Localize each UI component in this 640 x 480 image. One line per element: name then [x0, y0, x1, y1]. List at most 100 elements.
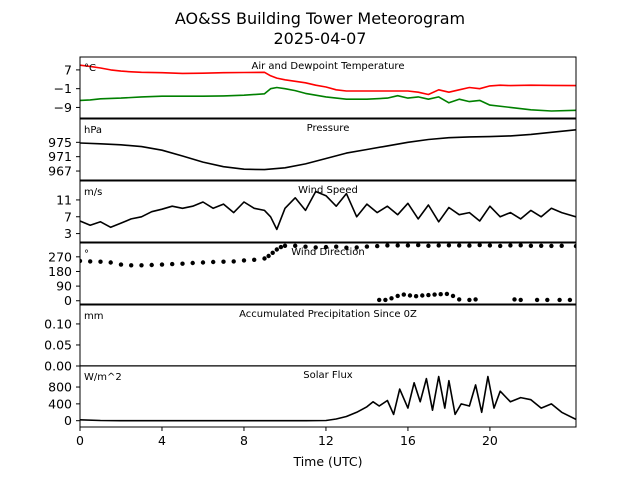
data-point-3-1-16: [512, 297, 517, 302]
panel-2: 11 7 3 m/s Wind Speed: [56, 180, 577, 243]
data-point-3-0-49: [549, 243, 554, 249]
data-point-3-0-28: [334, 244, 339, 249]
data-point-3-0-10: [180, 261, 185, 266]
data-point-3-0-23: [282, 243, 288, 248]
data-point-3-0-2: [98, 259, 103, 264]
panel-unit-3: °: [84, 249, 89, 260]
data-point-3-0-36: [416, 243, 421, 248]
y-tick-label-1-2: 967: [48, 164, 72, 179]
data-point-3-0-11: [190, 260, 195, 266]
panel-unit-4: mm: [84, 311, 103, 322]
data-point-3-0-1: [88, 259, 93, 264]
y-tick-label-2-1: 7: [64, 209, 72, 224]
data-point-3-0-27: [323, 244, 329, 250]
panel-frame-5: [79, 365, 577, 428]
data-point-3-1-15: [473, 297, 478, 302]
data-point-3-1-1: [383, 297, 388, 303]
data-point-3-1-8: [426, 292, 431, 298]
y-tick-label-5-1: 400: [48, 396, 72, 411]
data-point-3-0-48: [539, 243, 544, 248]
data-point-3-0-13: [211, 259, 216, 265]
y-tick-label-5-2: 0: [64, 413, 72, 428]
data-point-3-1-14: [467, 297, 472, 303]
panels-group: 7 −1 −9 °C Air and Dewpoint Temperature 97597…: [44, 56, 577, 428]
y-tick-label-3-3: 0: [64, 293, 72, 308]
data-point-3-1-7: [420, 293, 425, 298]
data-point-3-0-18: [262, 256, 267, 261]
data-point-3-0-30: [354, 245, 359, 250]
data-point-3-0-15: [231, 259, 236, 264]
x-axis: 0 4 8 12 16 20: [76, 427, 498, 448]
data-point-3-0-33: [385, 243, 390, 248]
data-point-3-0-50: [559, 243, 564, 248]
panel-title-4: Accumulated Precipitation Since 0Z: [239, 309, 417, 320]
data-point-3-1-19: [545, 297, 550, 303]
data-point-3-0-45: [508, 243, 513, 248]
y-tick-label-4-2: 0.00: [44, 359, 72, 374]
y-tick-label-0-2: −9: [54, 100, 72, 115]
data-point-3-1-5: [407, 293, 413, 298]
data-point-3-0-20: [270, 250, 275, 255]
panel-frame-0: [79, 56, 577, 119]
x-tick-label-5: 20: [482, 433, 498, 448]
data-point-3-1-9: [432, 292, 437, 297]
x-axis-label: Time (UTC): [292, 454, 362, 469]
data-point-3-0-43: [487, 243, 493, 248]
data-point-3-1-2: [389, 296, 394, 301]
series-line-2-0: [80, 190, 576, 231]
panel-unit-5: W/m^2: [84, 372, 122, 383]
data-point-3-0-24: [293, 243, 298, 248]
data-point-3-0-3: [108, 260, 113, 265]
data-point-3-0-37: [426, 243, 431, 248]
data-point-3-1-3: [395, 293, 400, 299]
panel-4: 0.10 0.05 0.00 mm Accumulated Precipitation …: [44, 304, 577, 374]
data-point-3-1-0: [377, 297, 382, 303]
data-point-3-0-51: [573, 243, 576, 249]
data-point-3-0-0: [80, 258, 83, 264]
data-point-3-1-12: [450, 293, 456, 299]
data-point-3-0-32: [375, 243, 380, 249]
series-line-5-0: [80, 375, 576, 422]
panel-title-2: Wind Speed: [298, 185, 358, 196]
data-point-3-0-17: [252, 257, 257, 262]
data-point-3-0-46: [518, 243, 523, 248]
x-tick-label-3: 12: [318, 433, 334, 448]
data-point-3-0-16: [241, 258, 247, 263]
data-point-3-0-14: [221, 259, 226, 264]
y-tick-label-1-0: 975: [48, 135, 72, 150]
data-point-3-1-4: [401, 292, 406, 297]
chart-title: AO&SS Building Tower Meteorogram: [175, 9, 465, 28]
y-tick-label-1-1: 971: [48, 149, 72, 164]
data-point-3-0-5: [129, 263, 134, 268]
data-point-3-1-10: [438, 292, 443, 297]
data-point-3-0-12: [200, 260, 206, 265]
data-point-3-0-35: [405, 243, 411, 248]
y-tick-label-0-1: −1: [54, 81, 72, 96]
data-point-3-0-39: [446, 243, 452, 248]
data-point-3-1-18: [534, 297, 540, 303]
y-tick-label-2-0: 11: [56, 192, 72, 207]
data-point-3-1-21: [567, 297, 573, 303]
data-point-3-0-29: [344, 245, 349, 250]
data-point-3-0-42: [477, 243, 482, 248]
data-point-3-0-47: [528, 243, 534, 248]
y-tick-label-2-2: 3: [64, 226, 72, 241]
y-tick-label-3-2: 90: [56, 279, 72, 294]
panel-title-0: Air and Dewpoint Temperature: [252, 61, 405, 72]
series-line-0-1: [80, 86, 576, 112]
series-line-0-0: [80, 64, 576, 96]
y-tick-label-4-1: 0.05: [44, 337, 72, 352]
data-point-3-0-25: [303, 244, 308, 249]
data-point-3-0-41: [467, 243, 472, 248]
panel-0: 7 −1 −9 °C Air and Dewpoint Temperature: [54, 56, 577, 119]
y-tick-label-0-0: 7: [64, 62, 72, 77]
data-point-3-0-34: [395, 243, 400, 248]
data-point-3-0-26: [313, 245, 318, 250]
panel-unit-1: hPa: [84, 125, 102, 136]
x-tick-label-1: 4: [158, 433, 166, 448]
data-point-3-0-44: [498, 243, 503, 249]
y-tick-label-4-0: 0.10: [44, 316, 72, 331]
